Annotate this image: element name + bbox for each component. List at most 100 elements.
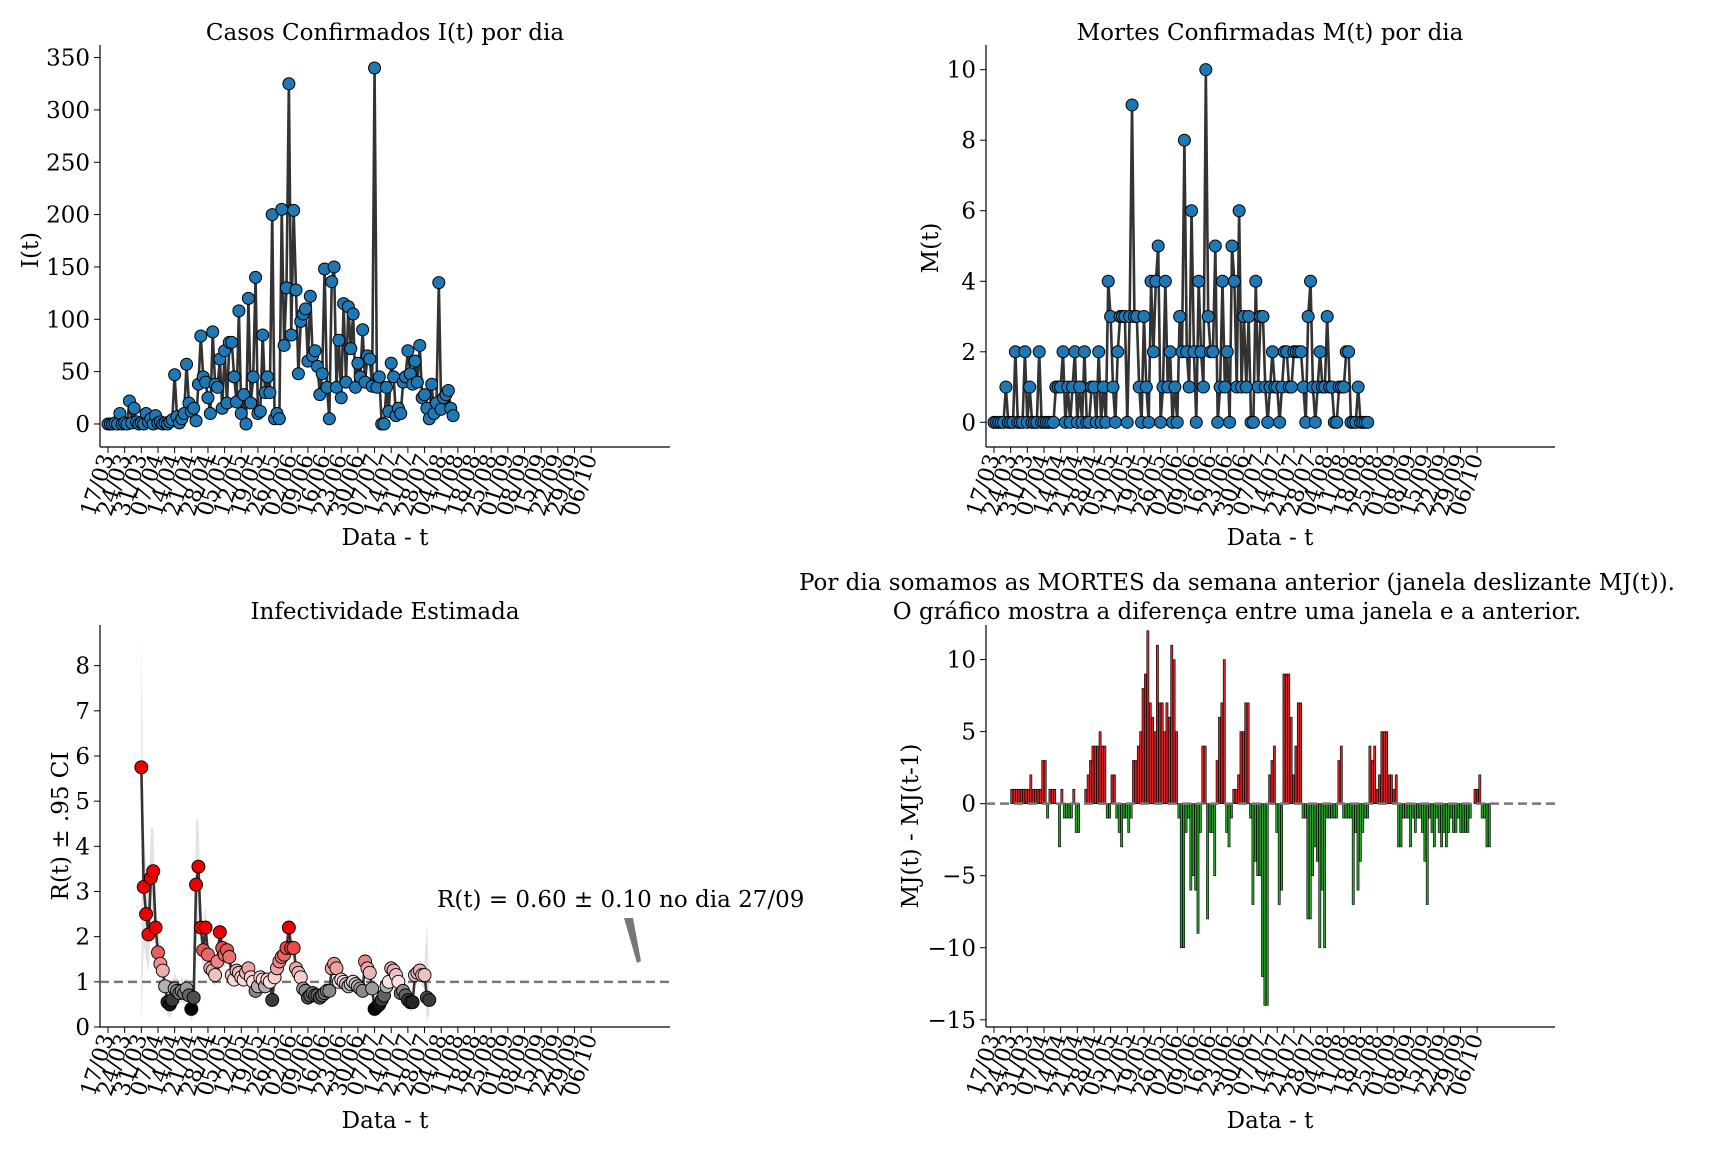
bar (1096, 745, 1100, 804)
bar (1060, 788, 1064, 804)
data-point (1211, 415, 1225, 429)
data-point (206, 325, 220, 339)
y-tick-label: 8 (75, 654, 90, 680)
bar (1141, 688, 1145, 804)
bar (1170, 644, 1174, 804)
bar (1289, 716, 1293, 804)
bar (1354, 803, 1357, 833)
bar (1452, 803, 1455, 833)
y-tick-label: 5 (75, 789, 90, 815)
bar (1449, 803, 1453, 819)
bar (1413, 803, 1417, 833)
bar (1172, 659, 1176, 804)
y-tick-label: 50 (61, 360, 90, 386)
chart-window-title: Por dia somamos as MORTES da semana ante… (799, 570, 1675, 596)
data-point (332, 333, 346, 347)
bar (1010, 788, 1014, 804)
bar (1108, 803, 1112, 819)
series-line (994, 69, 1368, 424)
y-tick-label: 7 (75, 699, 90, 725)
bar (1287, 673, 1291, 804)
bar (1230, 803, 1233, 819)
bar (1483, 803, 1486, 819)
data-point (363, 352, 377, 366)
data-point (289, 283, 303, 297)
data-point (384, 356, 398, 370)
data-point (256, 328, 270, 342)
data-point (351, 356, 365, 370)
bar (1053, 788, 1057, 804)
bar (1304, 803, 1307, 819)
data-point (1185, 204, 1199, 218)
bar (1022, 788, 1026, 804)
bar (1218, 716, 1221, 804)
bar (1425, 803, 1429, 905)
data-point (1256, 310, 1270, 324)
data-point (277, 338, 291, 352)
data-point (334, 391, 348, 405)
data-point (1232, 204, 1246, 218)
bar (1421, 803, 1424, 833)
data-point (139, 907, 154, 922)
bar (1113, 774, 1116, 804)
bar (1058, 803, 1061, 848)
bar (1234, 788, 1238, 804)
bar (1437, 803, 1441, 833)
data-point (1361, 415, 1375, 429)
bar (1454, 803, 1458, 833)
data-point (155, 963, 170, 978)
bar (1101, 745, 1104, 804)
bar (1105, 803, 1109, 819)
data-point (146, 864, 161, 879)
data-point (1158, 274, 1172, 288)
data-point (1125, 98, 1139, 112)
data-point (1304, 274, 1318, 288)
bar (1476, 788, 1479, 804)
bar (1144, 673, 1147, 804)
data-point (432, 276, 446, 290)
bar (1397, 803, 1400, 848)
bar (1012, 788, 1016, 804)
data-point (315, 367, 329, 381)
bar (1473, 788, 1477, 804)
bar (1404, 803, 1408, 819)
bar (1430, 803, 1434, 833)
y-tick-label: 3 (75, 879, 90, 905)
bar (1120, 803, 1123, 848)
bar (1316, 803, 1319, 862)
y-tick-label: 0 (961, 792, 976, 818)
bar (1378, 774, 1381, 804)
data-point (1154, 415, 1168, 429)
data-point (191, 859, 206, 874)
y-tick-label: 10 (947, 58, 976, 84)
data-point (1273, 415, 1287, 429)
data-point (148, 920, 163, 935)
y-tick-label: 10 (947, 648, 976, 674)
bar (1359, 803, 1362, 862)
bar (1263, 803, 1267, 1006)
data-point (1173, 310, 1187, 324)
data-point (212, 925, 227, 940)
bar (1184, 803, 1188, 833)
chart-deaths-ylabel: M(t) (918, 223, 944, 274)
chart-rt-ylabel: R(t) ± .95 CI (48, 752, 74, 901)
bar (1330, 803, 1334, 819)
bar (1089, 760, 1092, 804)
data-point (405, 995, 420, 1010)
bar (1273, 745, 1276, 804)
data-point (263, 386, 277, 400)
bar (1363, 803, 1367, 819)
bar (1072, 788, 1076, 804)
bar (1294, 745, 1298, 804)
bar (1361, 803, 1365, 833)
bar (1423, 803, 1427, 862)
bar (1368, 745, 1372, 804)
bar (1327, 803, 1331, 819)
bar (1213, 803, 1217, 877)
bar (1249, 803, 1252, 819)
bar (1392, 788, 1396, 804)
bar (1129, 803, 1133, 819)
bar (1139, 731, 1143, 804)
data-point (441, 383, 455, 397)
bar (1122, 803, 1126, 819)
